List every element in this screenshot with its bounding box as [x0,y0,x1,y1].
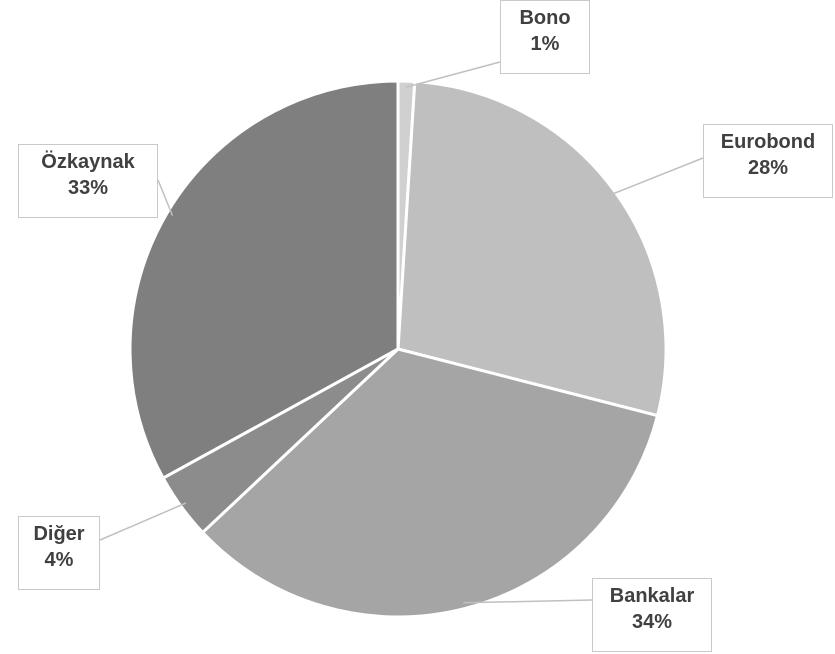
data-label-ozkaynak: Özkaynak 33% [18,144,158,218]
leader-line [99,502,187,541]
data-label-value: 4% [44,549,74,571]
leader-lines [99,61,704,604]
data-label-name: Bono [519,7,571,29]
data-label-name: Özkaynak [41,151,135,173]
data-label-value: 34% [631,611,673,633]
data-label-value: 33% [67,177,109,199]
data-label-eurobond: Eurobond 28% [703,124,833,198]
data-label-diger: Diğer 4% [18,516,100,590]
leader-line [406,61,501,88]
pie-slice--zkaynak [128,79,400,480]
data-label-value: 28% [747,157,789,179]
leader-line [463,599,593,604]
data-label-name: Eurobond [720,131,816,153]
data-label-bankalar: Bankalar 34% [592,578,712,652]
data-label-value: 1% [530,33,560,55]
data-label-bono: Bono 1% [500,0,590,74]
pie-slice-eurobond [396,80,668,418]
pie-slices [128,79,668,619]
data-label-name: Diğer [33,523,85,545]
pie-slice-bankalar [201,347,660,619]
leader-line [609,157,704,196]
data-label-name: Bankalar [609,585,695,607]
leader-line [157,179,174,216]
